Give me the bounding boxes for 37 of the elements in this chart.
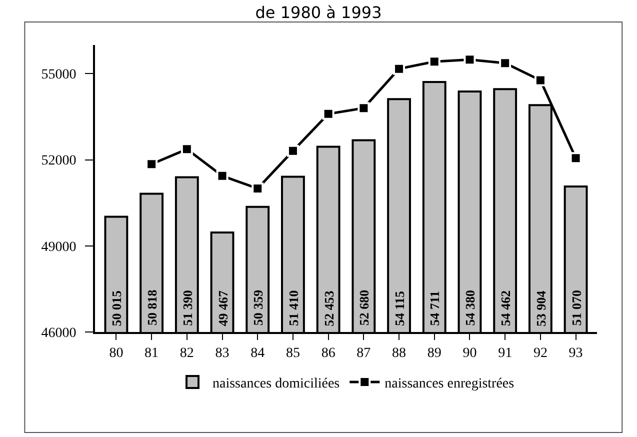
chart-title: de 1980 à 1993 xyxy=(255,2,382,22)
data-label: 54 115 xyxy=(392,290,408,326)
y-tick-label: 52000 xyxy=(41,154,76,169)
point xyxy=(534,74,546,86)
y-tick-label: 55000 xyxy=(41,68,76,83)
x-tick-label: 90 xyxy=(462,346,477,361)
data-label: 54 711 xyxy=(426,290,442,326)
legend-label: naissances domiciliées xyxy=(212,376,340,392)
data-label: 54 462 xyxy=(498,290,514,326)
data-label: 53 904 xyxy=(533,290,548,326)
x-tick-label: 92 xyxy=(533,346,548,361)
y-tick-label: 49000 xyxy=(41,240,76,255)
data-label: 52 453 xyxy=(321,290,336,326)
data-label: 49 467 xyxy=(215,290,230,326)
x-tick-label: 88 xyxy=(392,346,406,361)
x-tick-label: 82 xyxy=(180,346,194,361)
y-tick-label: 46000 xyxy=(41,326,76,341)
x-tick-label: 89 xyxy=(427,346,442,361)
data-label: 51 410 xyxy=(286,290,301,326)
data-label: 51 390 xyxy=(180,290,195,326)
x-tick-label: 93 xyxy=(568,346,583,361)
data-label: 52 680 xyxy=(356,290,372,326)
legend-label: naissances enregistrées xyxy=(384,376,514,392)
x-tick-label: 87 xyxy=(356,346,371,361)
x-tick-label: 80 xyxy=(109,346,124,361)
data-label: 54 380 xyxy=(462,290,478,326)
data-label: 50 015 xyxy=(109,290,124,326)
point xyxy=(286,144,299,157)
data-label: 51 070 xyxy=(568,290,584,326)
x-tick-label: 83 xyxy=(215,346,230,361)
x-tick-label: 81 xyxy=(144,346,159,361)
data-label: 50 359 xyxy=(250,289,266,326)
x-tick-label: 91 xyxy=(498,346,512,361)
data-label: 50 818 xyxy=(144,289,160,326)
x-tick-label: 86 xyxy=(321,346,336,361)
x-tick-label: 84 xyxy=(250,346,265,361)
x-tick-label: 85 xyxy=(286,346,300,361)
